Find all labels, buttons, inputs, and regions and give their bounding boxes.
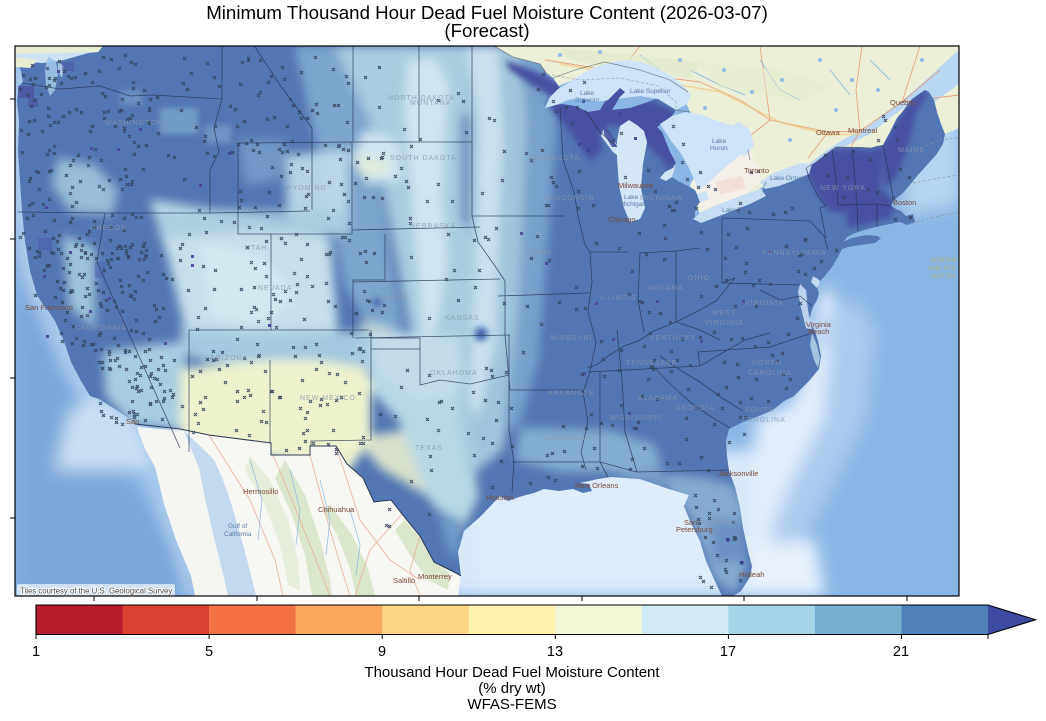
svg-text:Ottawa: Ottawa [816,128,841,137]
svg-text:Boston: Boston [893,198,916,207]
svg-text:AND STE: AND STE [928,265,957,272]
svg-text:INDIANA: INDIANA [648,285,683,292]
svg-text:Toronto: Toronto [744,166,769,175]
svg-text:San Francisco: San Francisco [25,303,73,312]
svg-text:Michigan: Michigan [620,201,646,208]
svg-text:MISSISSIPPI: MISSISSIPPI [610,415,663,422]
svg-text:Lake: Lake [712,138,726,145]
svg-text:VIRGINIA: VIRGINIA [705,320,744,327]
svg-text:PENNSYLVANIA: PENNSYLVANIA [762,250,827,257]
svg-text:WISCONSIN: WISCONSIN [545,195,594,202]
svg-text:LOUISIANA: LOUISIANA [545,435,591,442]
svg-text:Lake Superior: Lake Superior [630,88,671,95]
svg-text:ARKANSAS: ARKANSAS [548,390,594,397]
svg-text:New Orleans: New Orleans [575,481,619,490]
svg-text:Jacksonville: Jacksonville [718,469,758,478]
svg-text:SOUTH DAKOTA: SOUTH DAKOTA [390,155,457,162]
svg-text:Milwaukee: Milwaukee [618,181,653,190]
svg-text:Hialeah: Hialeah [739,570,764,579]
svg-text:MISSOURI: MISSOURI [550,335,593,342]
svg-text:WASHINGTON: WASHINGTON [105,120,163,127]
svg-text:NAT OV: NAT OV [932,273,956,280]
svg-text:KENTUCKY: KENTUCKY [650,335,696,342]
svg-text:Saltillo: Saltillo [393,576,415,585]
svg-text:SOUTH: SOUTH [745,407,775,414]
svg-text:Virginia: Virginia [806,320,832,329]
svg-text:WEST: WEST [712,310,736,317]
svg-text:MICHIGAN: MICHIGAN [640,195,683,202]
svg-text:OHIO: OHIO [688,275,710,282]
svg-text:IOWA: IOWA [530,250,552,257]
svg-text:Lake: Lake [580,90,594,97]
svg-text:CALIFORNIA: CALIFORNIA [75,325,127,332]
svg-text:WYOMING: WYOMING [285,185,327,192]
svg-text:NORTH: NORTH [752,360,782,367]
svg-text:NEBRASKA: NEBRASKA [410,223,456,230]
svg-text:CAROLINA: CAROLINA [748,370,792,377]
svg-text:COLORADO: COLORADO [360,295,408,302]
svg-text:San: San [684,518,697,527]
svg-text:NEVADA: NEVADA [258,285,292,292]
svg-text:Huron: Huron [710,145,728,152]
svg-text:Houston: Houston [486,493,514,502]
svg-text:Tiles courtesy of the U.S. Geo: Tiles courtesy of the U.S. Geological Su… [20,587,172,596]
svg-text:TEXAS: TEXAS [415,445,443,452]
svg-text:Quebec: Quebec [890,98,917,107]
svg-text:Lake Erie: Lake Erie [722,207,750,214]
svg-text:GEORGIA: GEORGIA [675,405,715,412]
svg-text:KANSAS: KANSAS [445,315,479,322]
svg-text:MINNESOTA: MINNESOTA [530,155,580,162]
svg-text:Lake Ontario: Lake Ontario [770,175,808,182]
svg-text:Gulf of: Gulf of [228,523,247,530]
svg-text:CAROLINA: CAROLINA [742,417,786,424]
svg-text:TENNESSEE: TENNESSEE [626,360,677,367]
svg-text:Chicago: Chicago [608,215,636,224]
svg-text:ARIZONA: ARIZONA [210,355,248,362]
svg-text:ALABAMA: ALABAMA [638,395,678,402]
svg-text:NORTH DAKOTA: NORTH DAKOTA [388,95,455,102]
svg-text:Superior: Superior [575,97,600,104]
svg-text:UTAH: UTAH [245,245,268,252]
svg-text:MONTANA: MONTANA [410,100,451,107]
svg-text:NEW MEXICO: NEW MEXICO [300,395,356,402]
svg-text:Petersburg: Petersburg [676,525,713,534]
svg-text:Lake: Lake [624,194,638,201]
svg-text:California: California [224,531,252,538]
svg-text:Beach: Beach [808,327,829,336]
svg-text:Montreal: Montreal [848,126,878,135]
svg-text:OKLAHOMA: OKLAHOMA [430,370,478,377]
svg-text:ILLINOIS: ILLINOIS [600,295,637,302]
svg-text:Monterrey: Monterrey [418,572,452,581]
svg-text:NEW YORK: NEW YORK [820,185,866,192]
svg-text:FLORIDA: FLORIDA [700,520,737,527]
svg-text:OREGON: OREGON [90,225,127,232]
svg-text:MAINE: MAINE [898,147,925,154]
svg-text:Chihuahua: Chihuahua [318,505,355,514]
svg-text:VIRGINIA: VIRGINIA [745,300,784,307]
svg-text:NORTHE: NORTHE [930,257,958,264]
svg-text:Hermosillo: Hermosillo [243,487,278,496]
svg-text:San: San [126,417,139,426]
